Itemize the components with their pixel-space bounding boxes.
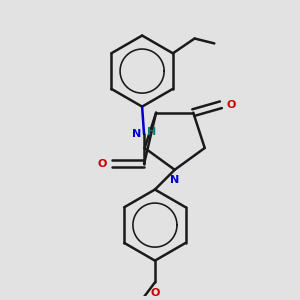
Text: O: O: [226, 100, 236, 110]
Text: N: N: [132, 129, 141, 139]
Text: N: N: [170, 175, 179, 185]
Text: O: O: [150, 288, 160, 298]
Text: H: H: [147, 127, 157, 137]
Text: O: O: [98, 159, 107, 169]
